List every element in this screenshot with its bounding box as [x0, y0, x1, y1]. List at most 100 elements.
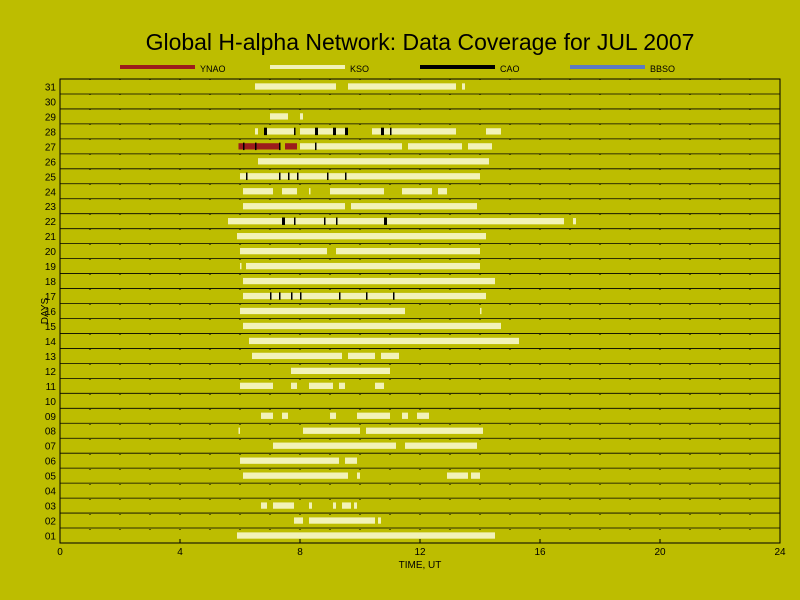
- interval-kso: [309, 502, 312, 509]
- y-tick-label: 29: [45, 112, 57, 123]
- x-tick-label: 0: [57, 547, 63, 558]
- grid: [60, 79, 780, 543]
- x-axis-label: TIME, UT: [399, 560, 442, 571]
- y-tick-label: 15: [45, 322, 57, 333]
- interval-kso: [238, 427, 240, 434]
- interval-kso: [309, 517, 375, 524]
- interval-kso: [246, 262, 480, 270]
- legend-swatch-ynao: [120, 65, 195, 69]
- interval-cao: [294, 127, 296, 136]
- interval-kso: [282, 188, 297, 195]
- interval-kso: [243, 277, 495, 285]
- interval-kso: [462, 83, 465, 90]
- coverage-marks: [228, 83, 576, 539]
- interval-cao: [336, 217, 338, 225]
- interval-kso: [357, 412, 390, 419]
- interval-kso: [336, 247, 480, 255]
- interval-cao: [315, 142, 317, 151]
- interval-cao: [300, 292, 302, 300]
- x-tick-label: 16: [534, 547, 546, 558]
- interval-kso: [255, 128, 258, 135]
- y-tick-label: 20: [45, 247, 57, 258]
- interval-kso: [237, 532, 495, 539]
- interval-kso: [402, 188, 432, 195]
- y-tick-label: 01: [45, 532, 57, 543]
- interval-cao: [243, 142, 245, 151]
- interval-cao: [324, 217, 326, 225]
- interval-kso: [333, 502, 336, 509]
- y-tick-label: 09: [45, 412, 57, 423]
- x-ticks: 0 4 8 12 16 20 24: [57, 539, 786, 558]
- interval-kso: [330, 412, 336, 419]
- interval-kso: [405, 442, 477, 449]
- y-tick-label: 27: [45, 142, 57, 153]
- interval-kso: [378, 517, 381, 524]
- interval-cao: [297, 172, 299, 181]
- interval-kso: [381, 352, 399, 360]
- interval-kso: [438, 188, 447, 195]
- interval-kso: [309, 188, 311, 195]
- interval-kso: [273, 442, 396, 449]
- interval-cao: [270, 292, 272, 300]
- x-tick-label: 12: [414, 547, 426, 558]
- interval-kso: [300, 143, 402, 150]
- y-tick-label: 07: [45, 442, 57, 453]
- interval-kso: [252, 352, 342, 360]
- interval-cao: [339, 292, 341, 300]
- interval-cao: [264, 127, 267, 136]
- interval-cao: [279, 172, 281, 181]
- y-ticks: 01 02 03 04 05 06 07 08 09 10 11 12 13 14 15 16 17 18 19 20…: [45, 82, 57, 542]
- interval-cao: [279, 142, 281, 151]
- interval-kso: [348, 352, 375, 360]
- interval-kso: [273, 502, 294, 509]
- interval-cao: [279, 292, 281, 300]
- interval-cao: [345, 127, 348, 136]
- y-axis-label: DAYS: [40, 297, 51, 324]
- interval-kso: [417, 412, 429, 419]
- y-tick-label: 04: [45, 487, 57, 498]
- interval-kso: [240, 382, 273, 389]
- y-tick-label: 11: [46, 382, 57, 393]
- interval-cao: [291, 292, 293, 300]
- x-tick-label: 20: [654, 547, 666, 558]
- y-tick-label: 14: [45, 337, 57, 348]
- interval-cao: [294, 217, 296, 225]
- y-tick-label: 10: [45, 397, 57, 408]
- interval-kso: [249, 337, 519, 345]
- legend-label-ynao: YNAO: [200, 64, 226, 74]
- interval-kso: [486, 128, 501, 135]
- interval-kso: [471, 472, 480, 479]
- interval-kso: [240, 307, 405, 315]
- interval-kso: [375, 382, 384, 389]
- interval-kso: [243, 203, 345, 210]
- legend-swatch-kso: [270, 65, 345, 69]
- interval-kso: [345, 457, 357, 464]
- y-tick-label: 24: [45, 187, 57, 198]
- y-tick-label: 21: [45, 232, 57, 243]
- interval-kso: [243, 188, 273, 195]
- x-tick-label: 4: [177, 547, 183, 558]
- interval-kso: [243, 292, 486, 300]
- interval-kso: [243, 472, 348, 479]
- interval-kso: [303, 427, 360, 434]
- interval-kso: [402, 412, 408, 419]
- interval-kso: [348, 83, 456, 90]
- interval-kso: [261, 502, 267, 509]
- interval-kso: [237, 233, 486, 240]
- legend-swatch-bbso: [570, 65, 645, 69]
- interval-cao: [315, 127, 318, 136]
- interval-kso: [258, 158, 489, 165]
- y-tick-label: 25: [45, 172, 57, 183]
- interval-cao: [381, 127, 384, 136]
- interval-kso: [354, 502, 357, 509]
- interval-kso: [372, 128, 456, 135]
- interval-kso: [261, 412, 273, 419]
- interval-kso: [243, 322, 501, 330]
- chart-title: Global H-alpha Network: Data Coverage fo…: [146, 29, 695, 55]
- interval-kso: [255, 83, 336, 90]
- interval-kso: [447, 472, 468, 479]
- interval-cao: [366, 292, 368, 300]
- interval-kso: [330, 188, 384, 195]
- y-tick-label: 08: [45, 427, 57, 438]
- interval-cao: [393, 292, 395, 300]
